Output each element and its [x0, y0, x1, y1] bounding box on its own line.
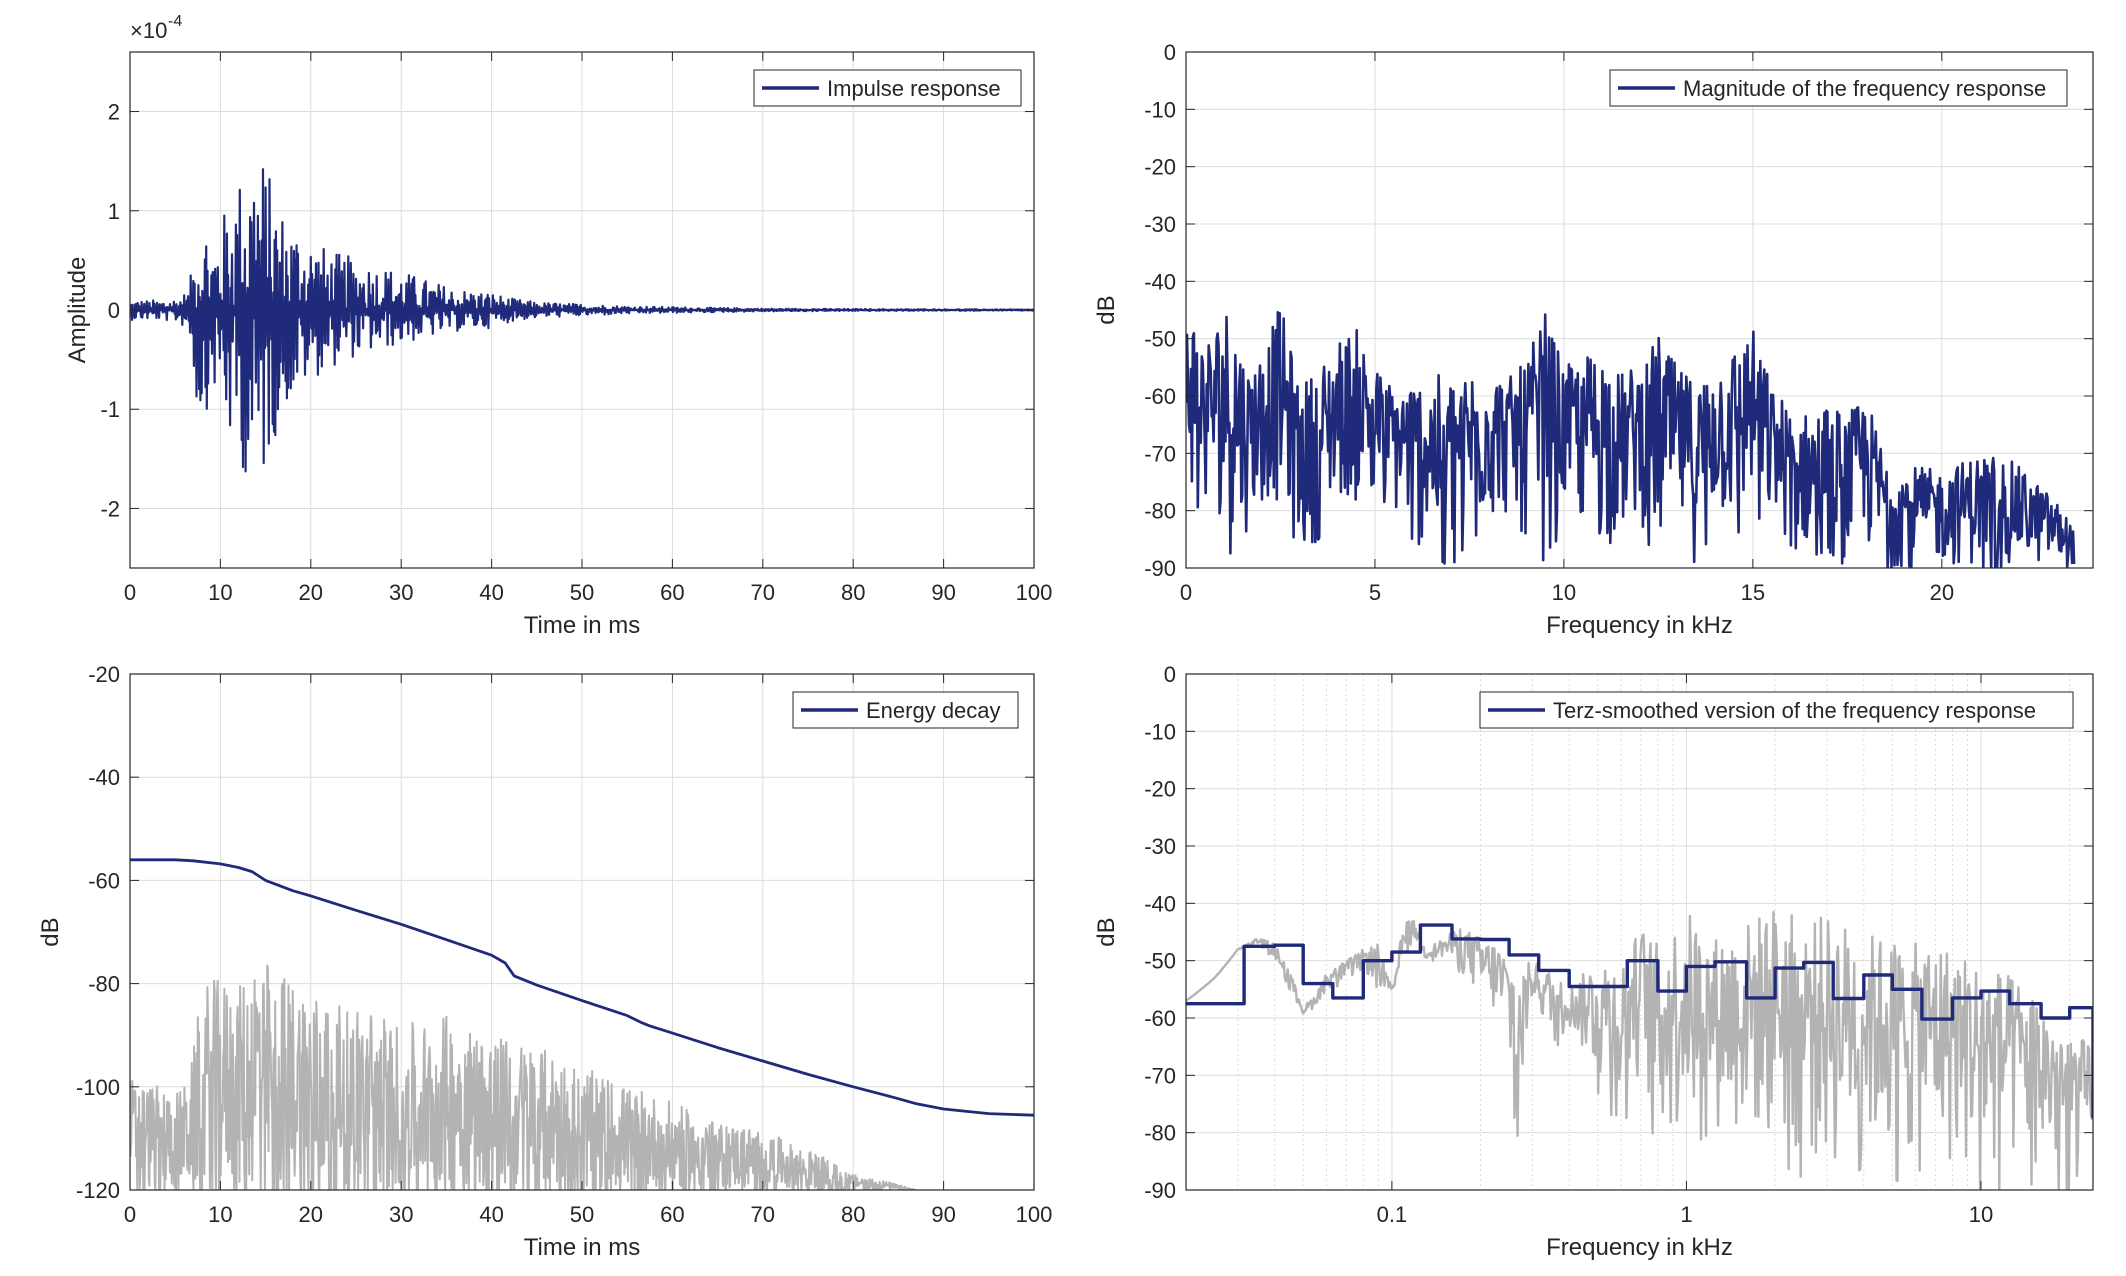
y-tick-label-impulse-2: 0 — [108, 298, 120, 323]
x-tick-label-impulse-9: 90 — [931, 580, 955, 605]
y-tick-label-terz-1: -10 — [1144, 719, 1176, 744]
y-tick-label-magnitude-0: 0 — [1164, 40, 1176, 65]
x-tick-label-decay-7: 70 — [751, 1202, 775, 1227]
chart-panel-decay: 0 10 20 30 40 50 60 70 80 90 100 -20 -40 -60 -80 -100 -1… — [37, 662, 1052, 1261]
plot-area-magnitude — [1186, 311, 2076, 568]
y-tick-label-decay-3: -80 — [88, 972, 120, 997]
y-axis-label-terz: dB — [1093, 917, 1120, 946]
x-tick-label-impulse-5: 50 — [570, 580, 594, 605]
y-axis-label-magnitude: dB — [1093, 295, 1120, 324]
y-tick-label-magnitude-8: -80 — [1144, 499, 1176, 524]
series-impulse-0 — [130, 168, 1034, 473]
x-tick-label-decay-8: 80 — [841, 1202, 865, 1227]
series-terz-0 — [1186, 910, 2093, 1190]
y-tick-label-magnitude-2: -20 — [1144, 155, 1176, 180]
x-tick-label-decay-9: 90 — [931, 1202, 955, 1227]
plot-area-terz — [1186, 910, 2093, 1190]
y-tick-label-magnitude-3: -30 — [1144, 212, 1176, 237]
legend-box-magnitude — [1609, 69, 2068, 107]
y-tick-label-terz-2: -20 — [1144, 777, 1176, 802]
x-tick-label-decay-6: 60 — [660, 1202, 684, 1227]
series-decay-0 — [130, 858, 1034, 1117]
x-tick-label-terz-0: 0.1 — [1377, 1202, 1408, 1227]
x-tick-label-impulse-1: 10 — [208, 580, 232, 605]
y-axis-label-decay: dB — [37, 917, 64, 946]
x-tick-label-impulse-6: 60 — [660, 580, 684, 605]
chart-panel-impulse: 0 10 20 30 40 50 60 70 80 90 100 -2 -1 0 1 2 Time in ms A… — [64, 13, 1052, 639]
x-tick-label-impulse-2: 20 — [299, 580, 323, 605]
y-tick-label-terz-3: -30 — [1144, 834, 1176, 859]
x-tick-label-decay-0: 0 — [124, 1202, 136, 1227]
chart-panel-terz: 0.1 1 10 0 -10 -20 -30 -40 -50 -60 -70 -80 -90 Freque… — [1093, 662, 2094, 1261]
y-tick-label-impulse-0: -2 — [100, 496, 120, 521]
y-tick-label-decay-1: -40 — [88, 765, 120, 790]
y-tick-label-magnitude-7: -70 — [1144, 441, 1176, 466]
x-tick-label-magnitude-2: 10 — [1552, 580, 1576, 605]
x-tick-label-terz-2: 10 — [1969, 1202, 1993, 1227]
x-tick-label-impulse-7: 70 — [751, 580, 775, 605]
axis-exponent-power: -4 — [168, 13, 182, 30]
x-tick-label-impulse-10: 100 — [1016, 580, 1053, 605]
x-tick-label-impulse-4: 40 — [479, 580, 503, 605]
y-tick-label-decay-0: -20 — [88, 662, 120, 687]
x-axis-label-impulse: Time in ms — [524, 612, 640, 639]
y-tick-label-terz-7: -70 — [1144, 1063, 1176, 1088]
x-tick-label-decay-10: 100 — [1016, 1202, 1053, 1227]
y-tick-label-decay-2: -60 — [88, 868, 120, 893]
x-axis-label-decay: Time in ms — [524, 1234, 640, 1261]
y-tick-label-terz-6: -60 — [1144, 1006, 1176, 1031]
x-tick-label-magnitude-4: 20 — [1930, 580, 1954, 605]
axes-box-terz — [1185, 673, 2094, 1191]
y-tick-label-impulse-1: -1 — [100, 397, 120, 422]
x-tick-label-impulse-3: 30 — [389, 580, 413, 605]
y-tick-label-terz-5: -50 — [1144, 949, 1176, 974]
legend-label-magnitude: Magnitude of the frequency response — [1683, 76, 2046, 101]
y-tick-label-terz-9: -90 — [1144, 1178, 1176, 1203]
x-tick-label-impulse-0: 0 — [124, 580, 136, 605]
y-tick-label-terz-8: -80 — [1144, 1121, 1176, 1146]
series-decay-1 — [130, 964, 917, 1190]
series-terz-1 — [1186, 923, 2093, 1119]
axes-box-magnitude — [1185, 51, 2094, 569]
x-tick-label-decay-4: 40 — [479, 1202, 503, 1227]
x-tick-label-magnitude-0: 0 — [1180, 580, 1192, 605]
series-magnitude-0 — [1186, 311, 2076, 568]
y-tick-label-impulse-4: 2 — [108, 100, 120, 125]
x-tick-label-impulse-8: 80 — [841, 580, 865, 605]
x-axis-label-magnitude: Frequency in kHz — [1546, 612, 1733, 639]
x-tick-label-decay-2: 20 — [299, 1202, 323, 1227]
chart-panel-magnitude: 0 5 10 15 20 0 -10 -20 -30 -40 -50 -60 -70 -80 -90 Freq… — [1093, 40, 2094, 639]
y-tick-label-decay-4: -100 — [76, 1075, 120, 1100]
y-tick-label-magnitude-9: -90 — [1144, 556, 1176, 581]
x-tick-label-decay-5: 50 — [570, 1202, 594, 1227]
legend-box-terz — [1479, 691, 2074, 729]
y-tick-label-magnitude-4: -40 — [1144, 269, 1176, 294]
x-tick-label-terz-1: 1 — [1680, 1202, 1692, 1227]
y-tick-label-magnitude-6: -60 — [1144, 384, 1176, 409]
y-tick-label-impulse-3: 1 — [108, 199, 120, 224]
plot-area-impulse — [130, 168, 1034, 473]
x-tick-label-decay-1: 10 — [208, 1202, 232, 1227]
x-tick-label-decay-3: 30 — [389, 1202, 413, 1227]
legend-label-impulse: Impulse response — [827, 76, 1001, 101]
x-tick-label-magnitude-1: 5 — [1369, 580, 1381, 605]
x-axis-label-terz: Frequency in kHz — [1546, 1234, 1733, 1261]
plot-area-decay — [130, 858, 1034, 1190]
y-tick-label-decay-5: -120 — [76, 1178, 120, 1203]
y-tick-label-terz-0: 0 — [1164, 662, 1176, 687]
y-axis-label-impulse: Amplitude — [64, 257, 91, 364]
y-tick-label-magnitude-1: -10 — [1144, 97, 1176, 122]
x-tick-label-magnitude-3: 15 — [1741, 580, 1765, 605]
legend-label-decay: Energy decay — [866, 698, 1001, 723]
axis-exponent-label: ×10 — [130, 18, 167, 43]
legend-label-terz: Terz-smoothed version of the frequency r… — [1553, 698, 2036, 723]
y-tick-label-magnitude-5: -50 — [1144, 327, 1176, 352]
y-tick-label-terz-4: -40 — [1144, 891, 1176, 916]
